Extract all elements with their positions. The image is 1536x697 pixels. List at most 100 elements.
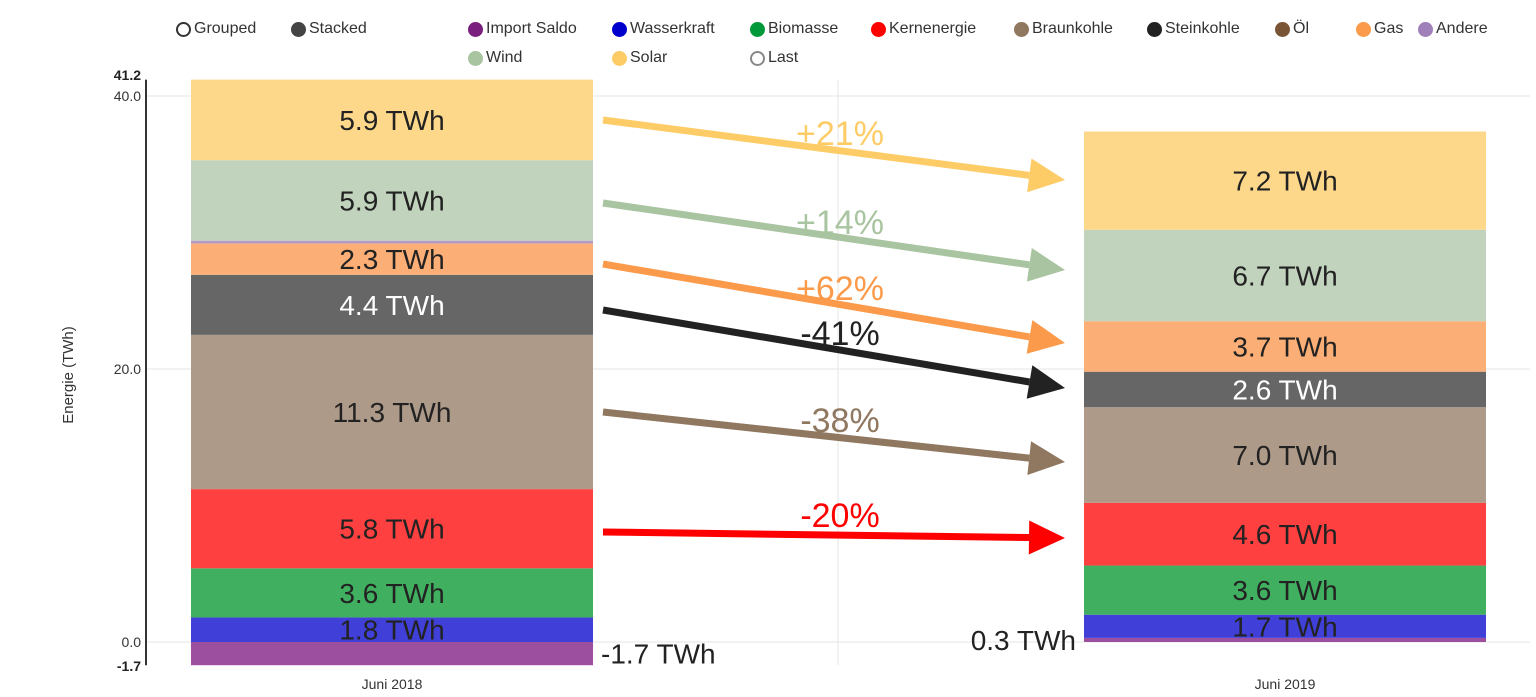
legend-marker-icon [468,21,483,37]
arrow-steinkohle [602,306,1031,386]
legend-marker-icon [291,21,306,37]
bar-segment-kernenergie [191,489,593,569]
data-label: 11.3 TWh [333,397,452,428]
legend-label: Gas [1374,20,1404,37]
data-label: 5.8 TWh [339,514,444,545]
arrow-head-icon [1026,365,1065,399]
legend-marker-icon [871,21,886,37]
data-label: 4.4 TWh [339,290,444,321]
bar-segment-wind [1084,229,1486,322]
bar-segment-solar [191,79,593,161]
arrow-head-icon [1026,248,1065,282]
change-annotation: +21% [796,115,884,153]
data-label: 3.6 TWh [339,578,444,609]
legend-item-l[interactable]: Öl [1275,20,1309,38]
legend-label: Last [768,49,799,66]
change-annotation: +14% [796,204,884,242]
bar-segment-biomasse [1084,565,1486,615]
legend-item-kernenergie[interactable]: Kernenergie [871,20,976,38]
legend-label: Biomasse [768,20,839,37]
change-annotation: +62% [796,270,884,308]
legend-label: Braunkohle [1032,20,1113,37]
data-label: 2.6 TWh [1232,374,1337,405]
bar-segment-wasserkraft [191,617,593,642]
data-label: 1.7 TWh [1232,611,1337,642]
legend-item-importsaldo[interactable]: Import Saldo [468,20,577,38]
legend-marker-icon [612,50,627,66]
legend-marker-icon [1014,21,1029,37]
legend-marker-icon [1356,21,1371,37]
bar-segment-braunkohle [191,334,593,490]
x-tick-label: Juni 2019 [1255,676,1316,692]
legend-marker-icon [612,21,627,37]
legend-item-andere[interactable]: Andere [1418,20,1488,38]
arrow-head-icon [1026,320,1065,354]
arrow-head-icon [1028,520,1065,555]
legend-label: Öl [1293,20,1309,37]
y-min-label: -1.7 [117,658,141,674]
data-label: 7.0 TWh [1232,440,1337,471]
y-tick-label: 40.0 [114,88,141,104]
arrow-wind [602,199,1030,269]
x-tick-label: Juni 2018 [362,676,423,692]
data-label: 6.7 TWh [1232,260,1337,291]
legend-item-gas[interactable]: Gas [1356,20,1403,38]
legend-item-wind[interactable]: Wind [468,49,522,67]
bar-segment-andere [191,240,593,244]
legend-item-steinkohle[interactable]: Steinkohle [1147,20,1240,38]
arrow-gas [602,260,1031,341]
bar-segment-importsaldo [191,642,593,666]
y-tick-label: 0.0 [122,634,142,650]
toggle-stacked[interactable]: Stacked [291,20,367,38]
data-label: 3.6 TWh [1232,575,1337,606]
toggle-grouped[interactable]: Grouped [176,20,256,38]
bar-segment-importsaldo [1084,637,1486,642]
bar-segment-kernenergie [1084,502,1486,566]
change-annotation: -38% [800,402,879,440]
bar-segment-gas [1084,321,1486,372]
arrow-braunkohle [602,408,1030,462]
bar-segment-gas [191,243,593,275]
data-label: -1.7 TWh [601,639,716,670]
y-max-label: 41.2 [114,67,141,83]
bar-segment-steinkohle [191,274,593,335]
legend-item-wasserkraft[interactable]: Wasserkraft [612,20,715,38]
bar-segment-wasserkraft [1084,614,1486,638]
legend-label: Grouped [194,20,257,37]
legend-label: Stacked [309,20,367,37]
legend-item-biomasse[interactable]: Biomasse [750,20,838,38]
legend-marker-icon [750,21,765,37]
data-label: 5.9 TWh [339,105,444,136]
arrow-head-icon [1027,441,1065,476]
data-label: 5.9 TWh [339,185,444,216]
data-label: 0.3 TWh [971,625,1076,656]
arrow-kernenergie [602,528,1030,542]
change-annotation: -20% [800,497,879,535]
bar-segment-steinkohle [1084,371,1486,408]
legend-marker-icon [176,21,191,37]
data-label: 1.8 TWh [339,615,444,646]
data-label: 4.6 TWh [1232,519,1337,550]
legend-label: Wasserkraft [630,20,715,37]
legend-item-solar[interactable]: Solar [612,49,667,67]
legend-marker-icon [1418,21,1433,37]
bar-segment-wind [191,160,593,241]
legend-marker-icon [750,50,765,66]
legend-item-last[interactable]: Last [750,49,798,67]
bar-segment-braunkohle [1084,407,1486,503]
legend-label: Wind [486,49,523,66]
arrow-solar [602,116,1030,179]
y-axis-title: Energie (TWh) [60,326,77,424]
legend-marker-icon [1275,21,1290,37]
legend-label: Solar [630,49,668,66]
change-annotation: -41% [800,315,879,353]
data-label: 2.3 TWh [339,244,444,275]
arrow-head-icon [1027,158,1065,193]
legend-item-braunkohle[interactable]: Braunkohle [1014,20,1113,38]
legend-label: Kernenergie [889,20,977,37]
data-label: 7.2 TWh [1232,166,1337,197]
legend-label: Steinkohle [1165,20,1240,37]
bar-segment-biomasse [191,568,593,618]
legend-marker-icon [1147,21,1162,37]
